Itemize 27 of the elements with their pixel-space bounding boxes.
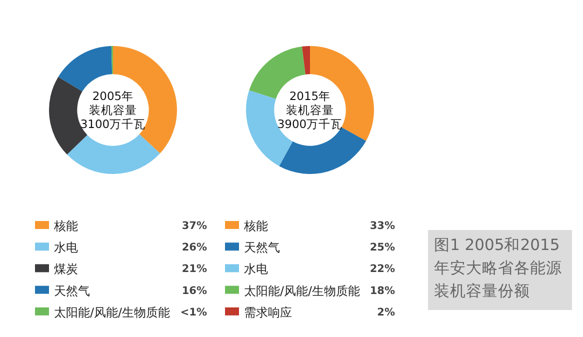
legend-label: 天然气 [244,240,280,255]
legend-label: 水电 [54,240,78,255]
data-label: 21% [182,263,208,276]
legend-label: 核能 [243,219,268,233]
legend-label: 太阳能/风能/生物质能 [244,284,360,298]
text: 3900万千瓦 [277,117,343,131]
text: 装机容量 [89,103,137,117]
data-label: 18% [370,284,396,297]
data-label: 25% [370,242,396,254]
data-label: 33% [370,220,396,232]
text: 2005年 [92,89,134,103]
data-label: 37% [182,220,208,232]
data-label: 22% [370,263,396,276]
legend-label: 煤炭 [54,262,78,276]
data-label: 2% [377,306,396,318]
text: 3100万千瓦 [80,117,146,131]
data-label: 16% [182,284,208,297]
text: 装机容量 [286,103,334,117]
legend-label: 太阳能/风能/生物质能 [54,305,170,320]
caption: 图1 2005和2015年安大略省各能源装机容量份额 [428,230,572,310]
text: 2015年 [289,89,331,103]
legend-label: 需求响应 [244,305,292,320]
legend-label: 水电 [244,262,268,276]
data-label: <1% [180,306,208,318]
data-label: 26% [182,242,208,254]
legend-label: 天然气 [54,284,90,298]
legend-label: 核能 [53,219,78,233]
